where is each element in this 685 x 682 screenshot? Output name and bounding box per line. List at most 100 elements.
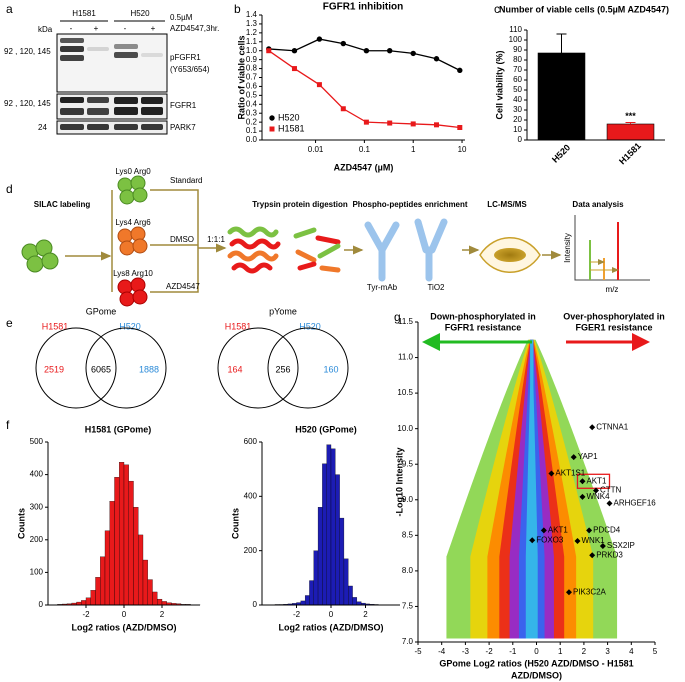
panel-label: e [6, 316, 13, 330]
y-tick-label: 1.1 [246, 37, 258, 46]
treatment-sign: + [94, 24, 99, 33]
venn-count: 256 [275, 364, 290, 374]
y-tick-label: 40 [513, 95, 522, 104]
histogram-bar [317, 507, 323, 606]
y-tick-label: 7.5 [402, 602, 414, 611]
x-tick-label: H1581 [617, 141, 643, 167]
venn-circle [85, 327, 167, 409]
enrichment-label: TiO2 [427, 283, 445, 292]
y-tick-label: 20 [513, 115, 522, 124]
cell-cluster [117, 277, 148, 307]
point [570, 454, 577, 461]
density-cloud [525, 339, 538, 639]
bracket [150, 189, 199, 293]
spectrum-icon [574, 215, 650, 281]
marker [410, 50, 416, 57]
histogram-bar [128, 480, 134, 606]
y-tick-label: 10 [513, 125, 522, 134]
point-label: ARHGEF16 [613, 498, 656, 507]
x-tick-label: -2 [82, 610, 90, 619]
blot-membrane [56, 33, 168, 93]
y-tick-label: 0 [39, 600, 44, 609]
point-label: FOXO3 [536, 535, 564, 544]
histogram-bar [300, 600, 306, 606]
y-tick-label: 0.0 [246, 135, 258, 144]
panel-label: f [6, 418, 10, 432]
row-label: pFGFR1 [170, 53, 201, 62]
error-bar [556, 33, 567, 53]
treatment-sign: - [70, 24, 73, 33]
x-tick-label: 0.01 [308, 145, 324, 154]
x-tick-label: 0.1 [359, 145, 371, 154]
x-tick-label: 2 [363, 610, 368, 619]
point [548, 470, 555, 477]
point [574, 538, 581, 545]
y-tick-label: 70 [513, 65, 522, 74]
venn-circle [35, 327, 117, 409]
y-tick-label: 0.9 [246, 55, 258, 64]
histogram-bar [339, 517, 345, 606]
set-label: H520 [299, 321, 321, 331]
x-tick-label: -2 [293, 610, 301, 619]
step-title: SILAC labeling [34, 200, 91, 209]
x-axis-label: AZD4547 (µM) [334, 162, 394, 172]
axis-label: m/z [606, 285, 619, 294]
y-axis-label: Counts [16, 508, 26, 539]
venn-title: GPome [86, 306, 117, 316]
treatment: 0.5µM [170, 13, 193, 22]
histogram-bar [152, 591, 158, 606]
x-tick-label: 1 [558, 647, 563, 656]
x-tick-label: -3 [462, 647, 470, 656]
x-tick-label: -1 [509, 647, 517, 656]
point [606, 500, 613, 507]
point-label: WNK1 [582, 536, 606, 545]
label-name: Lys4 Arg6 [115, 218, 151, 227]
y-tick-label: 9.5 [402, 459, 414, 468]
step-title: LC-MS/MS [487, 200, 527, 209]
histogram-bar [352, 597, 358, 606]
point [529, 537, 536, 544]
y-tick-label: 100 [30, 568, 44, 577]
step-title: Trypsin protein digestion [252, 200, 348, 209]
x-tick-label: 4 [629, 647, 634, 656]
treatment-sign: - [124, 24, 127, 33]
western-blot: H1581 H520 kDa - + - + 0.5µM AZD4547,3hr… [4, 9, 219, 135]
histogram-bar [157, 598, 163, 606]
y-tick-label: 400 [244, 491, 258, 500]
point [586, 527, 593, 534]
label-name: Lys0 Arg0 [115, 167, 151, 176]
marker [410, 121, 416, 127]
histogram-bar [161, 601, 167, 606]
marker [340, 106, 346, 112]
y-tick-label: 10.5 [397, 388, 413, 397]
y-tick-label: 9.0 [402, 495, 414, 504]
x-tick-label: 2 [582, 647, 587, 656]
point-label: AKT1S1 [555, 469, 585, 478]
y-tick-label: 0 [253, 600, 258, 609]
x-tick-label: 0 [122, 610, 127, 619]
histogram-bar [81, 600, 87, 606]
histogram-bar [348, 585, 353, 606]
y-tick-label: 0.3 [246, 108, 258, 117]
x-axis-label: Log2 ratios (AZD/DMSO) [72, 622, 177, 632]
cell-cluster [21, 239, 59, 273]
panel-label: g [394, 310, 401, 324]
y-tick-label: 0.6 [246, 82, 258, 91]
y-tick-label: 30 [513, 105, 522, 114]
panel-label: d [6, 182, 13, 196]
cell-line: H1581 [72, 9, 96, 18]
x-tick-label: -2 [486, 647, 494, 656]
point-label: CTTN [600, 486, 622, 495]
marker [363, 119, 369, 125]
histogram-bar [85, 597, 91, 606]
y-tick-label: 80 [513, 55, 522, 64]
point [599, 543, 606, 549]
y-tick-label: 1.4 [246, 10, 258, 19]
y-tick-label: 0.2 [246, 117, 258, 126]
marker [457, 67, 463, 74]
y-tick-label: 50 [513, 85, 522, 94]
cell-cluster [117, 175, 148, 205]
venn-circle [217, 327, 299, 409]
marker [291, 66, 297, 72]
annotation: FGFR1 resistance [445, 322, 522, 332]
